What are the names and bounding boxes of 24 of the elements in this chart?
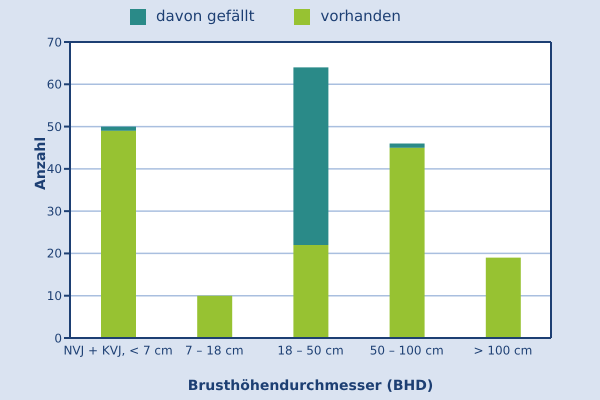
bar: [486, 258, 521, 338]
legend-label: vorhanden: [320, 7, 401, 25]
x-axis-title: Brusthöhendurchmesser (BHD): [188, 378, 434, 394]
bar: [390, 143, 425, 148]
x-tick-label: NVJ + KVJ, < 7 cm: [63, 344, 173, 358]
y-tick-label: 50: [46, 120, 62, 134]
bar: [197, 296, 232, 338]
x-tick-label: > 100 cm: [473, 344, 532, 358]
legend-label: davon gefällt: [156, 7, 254, 25]
y-tick-label: 40: [46, 162, 62, 176]
bar: [390, 148, 425, 338]
y-tick-label: 30: [46, 204, 62, 218]
bar: [101, 130, 136, 338]
y-tick-label: 0: [54, 331, 62, 346]
x-tick-label: 18 – 50 cm: [277, 344, 344, 358]
bar: [293, 67, 328, 245]
bar: [293, 244, 328, 338]
x-tick-label: 50 – 100 cm: [370, 344, 444, 358]
y-tick-label: 10: [46, 288, 62, 303]
bar: [101, 126, 136, 131]
x-tick-label: 7 – 18 cm: [184, 344, 244, 358]
y-tick-label: 60: [46, 78, 62, 92]
y-tick-label: 20: [46, 246, 62, 261]
y-tick-label: 70: [46, 35, 62, 50]
